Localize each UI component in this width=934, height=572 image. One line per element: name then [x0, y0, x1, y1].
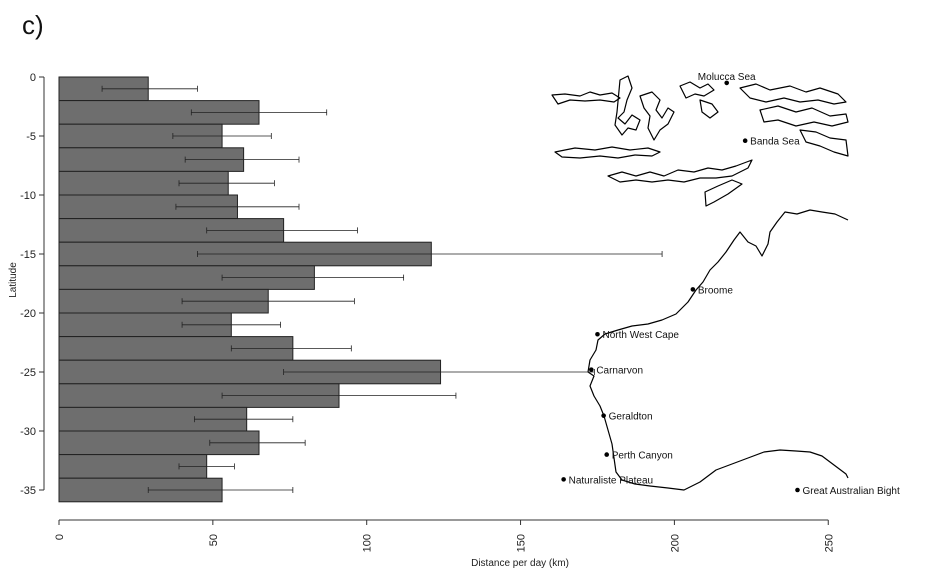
location-label: Molucca Sea: [698, 72, 756, 83]
x-tick-label: 250: [823, 534, 835, 552]
y-tick-label: 0: [30, 72, 36, 84]
chart-bars: [58, 76, 663, 503]
island-coastline: [614, 75, 641, 136]
location-label: Broome: [698, 285, 733, 296]
panel-label: c): [22, 10, 44, 40]
y-axis-title: Latitude: [8, 262, 19, 298]
location-label: Perth Canyon: [612, 451, 673, 462]
island-coastline: [679, 81, 715, 99]
location-label: Geraldton: [609, 412, 653, 423]
location-dot: [742, 138, 748, 144]
location-label: North West Cape: [602, 330, 679, 341]
island-coastline: [704, 179, 743, 207]
location-dot: [690, 287, 696, 292]
y-tick-label: -30: [20, 426, 36, 438]
location-dot: [595, 331, 600, 337]
island-coastline: [607, 159, 753, 183]
island-coastline: [554, 146, 661, 159]
location-label: Banda Sea: [750, 137, 800, 148]
x-tick-label: 150: [516, 534, 528, 552]
island-coastline: [551, 91, 621, 105]
x-tick-label: 100: [362, 534, 374, 552]
x-tick-label: 0: [54, 534, 66, 540]
australia-coastline: [587, 209, 849, 491]
island-coastline: [799, 129, 849, 157]
location-dot: [601, 413, 606, 418]
island-coastline: [739, 83, 847, 105]
location-dot: [724, 80, 730, 86]
y-tick-label: -25: [20, 367, 36, 379]
x-tick-label: 50: [208, 534, 220, 546]
x-axis-title: Distance per day (km): [471, 558, 569, 569]
map-annotations: Molucca Sea Banda Sea Broome North West Cap…: [561, 72, 900, 497]
location-label: Naturaliste Plateau: [569, 475, 654, 486]
y-tick-label: -35: [20, 485, 36, 497]
y-tick-label: -10: [20, 190, 36, 202]
y-tick-label: -5: [26, 131, 36, 143]
location-dot: [589, 367, 594, 372]
chart-axes: 0 50 100 150 200 250 0 -5 -10 -15 -20 -25 -30 -35 Dist…: [8, 72, 835, 569]
y-tick-label: -20: [20, 308, 36, 320]
island-coastline: [759, 105, 849, 127]
location-label: Great Australian Bight: [802, 486, 899, 497]
island-coastline: [639, 91, 675, 141]
location-dot: [604, 452, 610, 457]
location-label: Carnarvon: [596, 366, 643, 377]
island-coastline: [699, 99, 719, 119]
location-dot: [795, 487, 800, 493]
coastline-map: [551, 75, 849, 491]
location-dot: [561, 477, 566, 482]
y-tick-label: -15: [20, 249, 36, 261]
x-tick-label: 200: [669, 534, 681, 552]
